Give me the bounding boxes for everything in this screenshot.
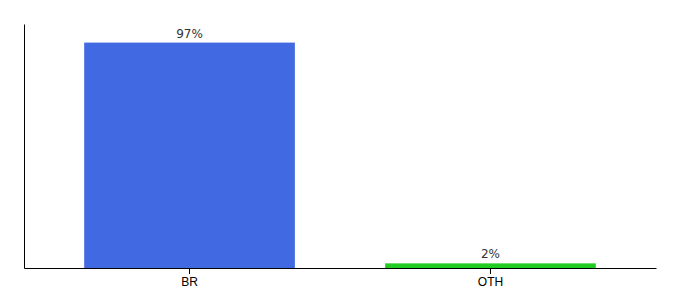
y-axis-line xyxy=(24,25,25,269)
bar xyxy=(385,263,596,268)
x-tick-label: BR xyxy=(181,275,198,289)
y-axis xyxy=(24,25,25,269)
chart-svg: BR OTH 97% 2% xyxy=(0,0,680,300)
x-tick-mark xyxy=(490,268,491,274)
bars xyxy=(84,43,596,268)
data-label: 2% xyxy=(481,247,500,261)
plot-area: BR OTH 97% 2% xyxy=(25,25,657,289)
x-axis: BR OTH xyxy=(25,268,657,289)
data-label: 97% xyxy=(176,27,203,41)
x-axis-line xyxy=(25,268,657,269)
x-tick: OTH xyxy=(478,268,503,289)
chart-container: BR OTH 97% 2% xyxy=(0,0,680,300)
x-tick-mark xyxy=(189,268,190,274)
x-tick-label: OTH xyxy=(478,275,503,289)
x-tick: BR xyxy=(181,268,198,289)
bar xyxy=(84,43,295,268)
data-labels: 97% 2% xyxy=(176,27,500,262)
